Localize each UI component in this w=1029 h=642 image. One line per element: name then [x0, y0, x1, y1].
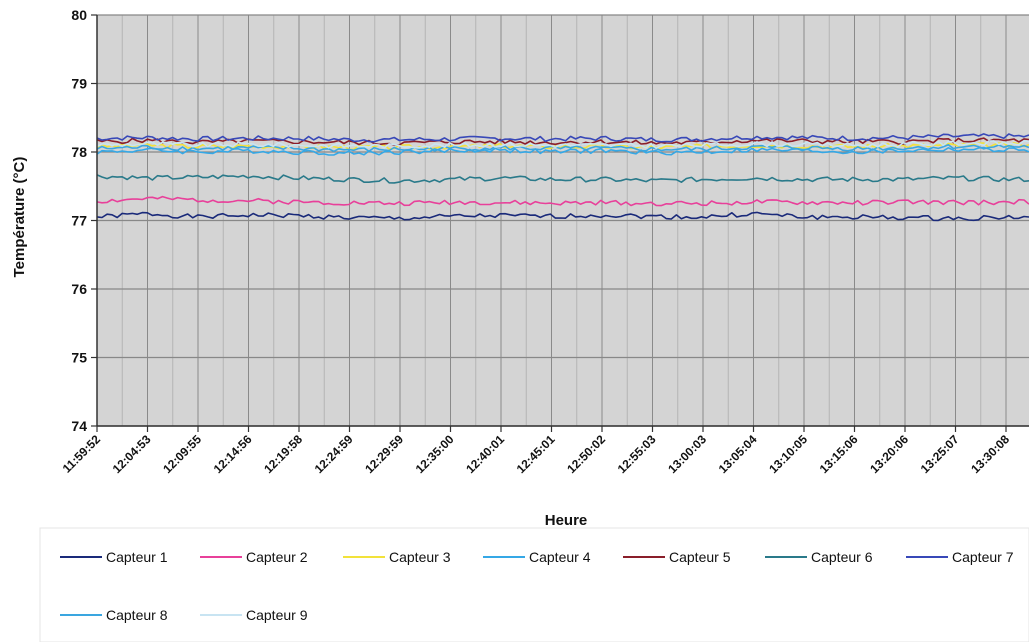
x-tick-label: 12:35:00: [413, 432, 457, 476]
x-tick-label: 12:55:03: [615, 432, 659, 476]
y-axis-title: Température (°C): [11, 157, 28, 278]
legend-label-2: Capteur 2: [246, 549, 308, 565]
y-tick-label: 75: [71, 350, 87, 366]
x-tick-label: 12:04:53: [110, 432, 154, 476]
series-line-7: [96, 133, 1029, 143]
legend: Capteur 1 Capteur 2 Capteur 3 Capteur 4 Capt…: [39, 527, 1029, 642]
y-tick-label: 80: [71, 7, 87, 23]
x-tick-label: 11:59:52: [60, 432, 104, 476]
series-line-8: [96, 144, 1029, 153]
legend-label-6: Capteur 6: [811, 549, 873, 565]
x-axis-title: Heure: [545, 512, 588, 529]
y-tick-label: 79: [71, 76, 87, 92]
legend-label-1: Capteur 1: [106, 549, 168, 565]
x-tick-label: 12:29:59: [362, 432, 406, 476]
legend-label-9: Capteur 9: [246, 607, 308, 623]
x-tick-label: 13:15:06: [817, 432, 861, 476]
x-tick-label: 12:40:01: [463, 432, 507, 476]
x-tick-label: 12:24:59: [312, 432, 356, 476]
series-line-2: [96, 195, 1029, 207]
x-tick-label: 12:19:58: [261, 432, 305, 476]
legend-label-8: Capteur 8: [106, 607, 168, 623]
legend-label-5: Capteur 5: [669, 549, 731, 565]
y-tick-label: 76: [71, 281, 87, 297]
series-line-1: [96, 211, 1029, 222]
y-tick-label: 74: [71, 418, 87, 434]
legend-label-7: Capteur 7: [952, 549, 1014, 565]
legend-label-3: Capteur 3: [389, 549, 451, 565]
y-tick-label: 77: [71, 213, 87, 229]
x-tick-label: 13:05:04: [716, 432, 760, 476]
x-tick-label: 13:25:07: [918, 432, 962, 476]
x-tick-label: 12:09:55: [160, 432, 204, 476]
series-line-6: [96, 174, 1029, 184]
x-tick-label: 12:50:02: [564, 432, 608, 476]
y-tick-label: 78: [71, 144, 87, 160]
x-tick-label: 12:14:56: [211, 432, 255, 476]
series-line-9: [96, 140, 1029, 149]
x-tick-label: 13:00:03: [665, 432, 709, 476]
x-tick-label: 13:30:08: [968, 432, 1012, 476]
legend-label-4: Capteur 4: [529, 549, 591, 565]
x-tick-label: 12:45:01: [514, 432, 558, 476]
legend-box: [39, 527, 1029, 642]
x-tick-label: 13:10:05: [766, 432, 810, 476]
x-tick-label: 13:20:06: [867, 432, 911, 476]
